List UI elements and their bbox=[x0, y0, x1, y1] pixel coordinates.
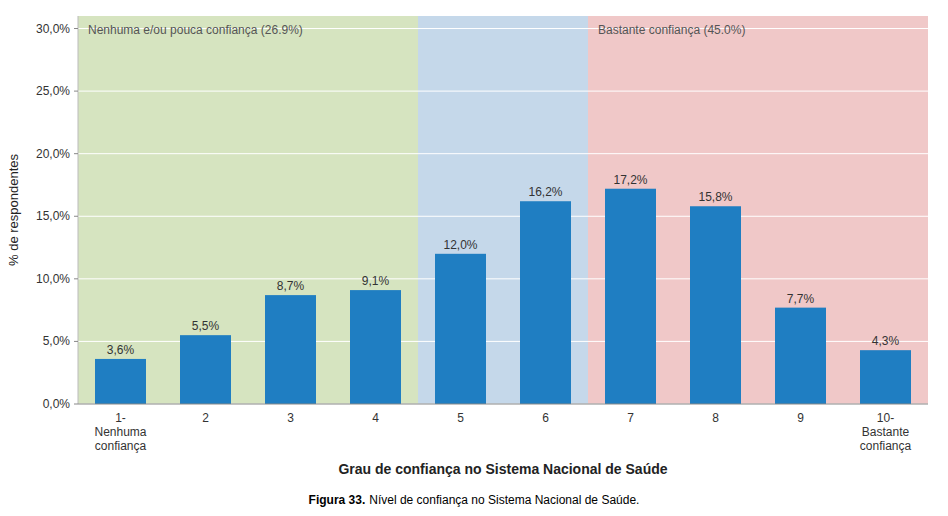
x-tick-label-line: 5 bbox=[457, 411, 464, 425]
data-label: 5,5% bbox=[192, 319, 220, 333]
bar bbox=[605, 189, 656, 404]
y-tick-label: 30,0% bbox=[36, 22, 70, 36]
bar bbox=[350, 290, 401, 404]
x-tick-label: 1-Nenhumaconfiança bbox=[94, 411, 146, 453]
x-tick-label-line: confiança bbox=[860, 439, 912, 453]
bar bbox=[860, 350, 911, 404]
caption: Figura 33.Nível de confiança no Sistema … bbox=[309, 493, 640, 507]
bands bbox=[78, 16, 928, 404]
band bbox=[588, 16, 928, 404]
y-tick bbox=[74, 278, 78, 279]
x-tick-label-line: 6 bbox=[542, 411, 549, 425]
caption-text: Nível de confiança no Sistema Nacional d… bbox=[369, 493, 639, 507]
x-tick-label: 5 bbox=[457, 411, 464, 425]
x-tick-label-line: 8 bbox=[712, 411, 719, 425]
x-tick-label: 6 bbox=[542, 411, 549, 425]
x-tick-label: 4 bbox=[372, 411, 379, 425]
grid-line bbox=[78, 278, 928, 279]
band-label: Bastante confiança (45.0%) bbox=[598, 23, 745, 37]
y-tick bbox=[74, 28, 78, 29]
x-tick-label: 9 bbox=[797, 411, 804, 425]
y-tick bbox=[74, 153, 78, 154]
x-axis-line bbox=[78, 404, 928, 405]
band bbox=[418, 16, 588, 404]
bar bbox=[775, 308, 826, 404]
band-label: Nenhuma e/ou pouca confiança (26.9%) bbox=[88, 23, 303, 37]
grid bbox=[78, 29, 928, 404]
x-tick-label-line: Nenhuma bbox=[94, 425, 146, 439]
x-tick-label: 3 bbox=[287, 411, 294, 425]
data-label: 16,2% bbox=[528, 185, 562, 199]
y-tick-label: 20,0% bbox=[36, 147, 70, 161]
y-ticks: 0,0% 5,0% 10,0% 15,0% 20,0% 25,0% 30,0% bbox=[36, 22, 78, 411]
bar bbox=[180, 335, 231, 404]
x-tick-label: 10-Bastanteconfiança bbox=[860, 411, 912, 453]
data-label: 3,6% bbox=[107, 343, 135, 357]
y-tick bbox=[74, 404, 78, 405]
x-tick-label-line: 3 bbox=[287, 411, 294, 425]
y-tick-label: 25,0% bbox=[36, 84, 70, 98]
bar bbox=[520, 201, 571, 404]
x-tick-label-line: 10- bbox=[877, 411, 894, 425]
data-label: 12,0% bbox=[443, 238, 477, 252]
y-tick bbox=[74, 91, 78, 92]
y-tick-label: 5,0% bbox=[43, 334, 71, 348]
data-label: 4,3% bbox=[872, 334, 900, 348]
bar bbox=[95, 359, 146, 404]
bar bbox=[435, 254, 486, 404]
grid-line bbox=[78, 216, 928, 217]
bar bbox=[690, 206, 741, 404]
data-label: 9,1% bbox=[362, 274, 390, 288]
data-label: 15,8% bbox=[698, 190, 732, 204]
data-label: 17,2% bbox=[613, 173, 647, 187]
y-tick-label: 10,0% bbox=[36, 272, 70, 286]
bar bbox=[265, 295, 316, 404]
x-tick-label-line: 9 bbox=[797, 411, 804, 425]
x-tick-label: 7 bbox=[627, 411, 634, 425]
grid-line bbox=[78, 91, 928, 92]
y-tick bbox=[74, 216, 78, 217]
x-tick-label: 2 bbox=[202, 411, 209, 425]
x-tick-label-line: confiança bbox=[95, 439, 147, 453]
y-tick-label: 15,0% bbox=[36, 209, 70, 223]
data-labels: 3,6% 5,5% 8,7% 9,1% 12,0% 16,2% 17,2% 15,8% 7,7%… bbox=[107, 173, 900, 357]
band bbox=[78, 16, 418, 404]
caption-label: Figura 33. bbox=[309, 493, 366, 507]
bars bbox=[95, 189, 911, 404]
x-tick-label-line: 2 bbox=[202, 411, 209, 425]
grid-line bbox=[78, 153, 928, 154]
y-tick bbox=[74, 341, 78, 342]
x-tick-label-line: 1- bbox=[115, 411, 126, 425]
band-labels: Nenhuma e/ou pouca confiança (26.9%) Bast… bbox=[88, 23, 745, 37]
data-label: 8,7% bbox=[277, 279, 305, 293]
x-tick-label: 8 bbox=[712, 411, 719, 425]
y-tick-label: 0,0% bbox=[43, 397, 71, 411]
grid-line bbox=[78, 404, 928, 405]
data-label: 7,7% bbox=[787, 292, 815, 306]
x-ticks: 1-Nenhumaconfiança2345678910-Bastantecon… bbox=[94, 411, 911, 453]
y-axis-label: % de respondentes bbox=[6, 153, 21, 266]
x-tick-label-line: Bastante bbox=[862, 425, 910, 439]
x-tick-label-line: 4 bbox=[372, 411, 379, 425]
y-axis-line bbox=[78, 16, 79, 404]
x-tick-label-line: 7 bbox=[627, 411, 634, 425]
x-axis-label: Grau de confiança no Sistema Nacional de… bbox=[338, 461, 667, 477]
chart: 3,6% 5,5% 8,7% 9,1% 12,0% 16,2% 17,2% 15,8% 7,7%… bbox=[0, 0, 948, 516]
